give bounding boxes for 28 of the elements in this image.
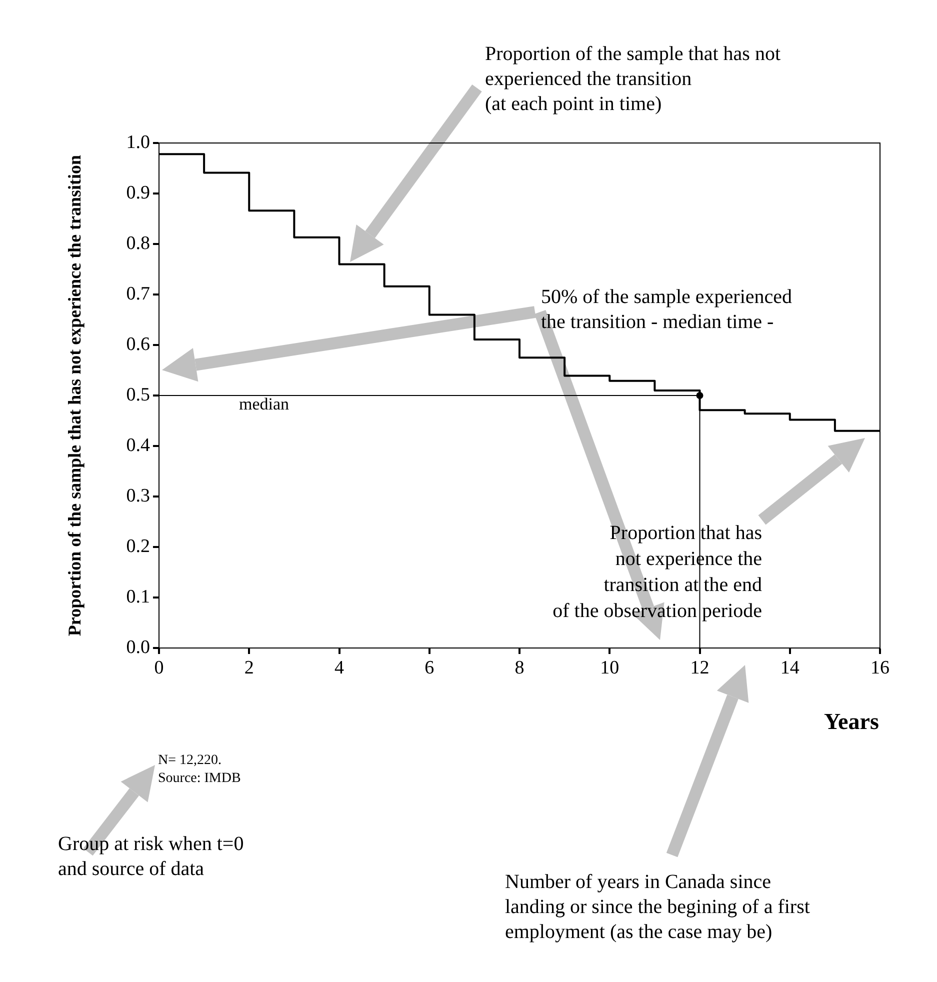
y-axis-title: Proportion of the sample that has not experience the transition [64,154,84,636]
text: N= 12,220. Source: IMDB [158,752,241,787]
x-tick-label: 14 [780,657,800,678]
ref-line-label: median [239,394,290,414]
x-tick-label: 16 [870,657,890,678]
y-tick-label: 0.8 [126,232,150,254]
text: Group at risk when t=0 and source of data [58,832,244,882]
text: Number of years in Canada since landing or since the begining of a first employment (as the case may be) [505,870,810,945]
y-tick-label: 0.2 [126,536,150,557]
y-tick-label: 0.6 [126,334,150,355]
y-tick-label: 0.7 [126,283,150,304]
y-tick-label: 0.5 [126,384,150,406]
y-tick-label: 1.0 [126,132,150,153]
x-tick-label: 6 [424,657,434,678]
y-tick-label: 0.3 [126,485,150,506]
y-tick-label: 0.4 [126,434,150,456]
text: Proportion of the sample that has not experienced the transition (at each point in time) [485,42,781,117]
x-tick-label: 12 [690,657,710,678]
y-tick-label: 0.9 [126,182,150,204]
x-tick-label: 4 [334,657,344,678]
x-tick-label: 8 [514,657,524,678]
x-tick-label: 2 [244,657,254,678]
x-tick-label: 10 [600,657,620,678]
x-axis-title: Years [824,708,879,736]
annotation: 50% of the sample experienced the transition - median time - [541,285,792,335]
x-tick-label: 0 [154,657,164,678]
y-tick-label: 0.0 [126,636,150,658]
y-tick-label: 0.1 [126,586,150,608]
